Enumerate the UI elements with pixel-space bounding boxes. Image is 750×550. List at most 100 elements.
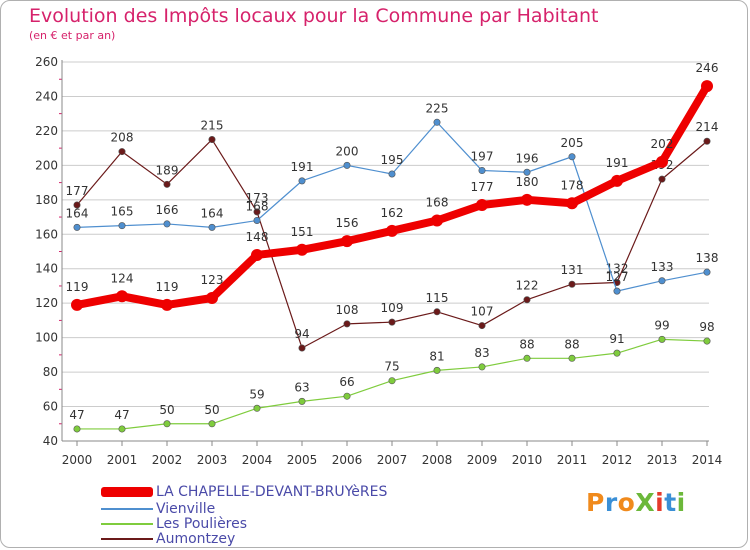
- chart-subtitle: (en € et par an): [29, 29, 116, 42]
- data-point-les-pouli-res-2007: [388, 377, 396, 385]
- data-point-aumontzey-2009: [478, 322, 486, 330]
- y-tick-label-60: 60: [43, 400, 58, 414]
- y-tick-label-240: 240: [35, 89, 58, 103]
- y-tick-label-80: 80: [43, 365, 58, 379]
- data-point-la-chapelle-devant-bruy-res-2004: [251, 248, 263, 261]
- data-label-vienville-2004: 168: [246, 199, 269, 213]
- data-label-la-chapelle-devant-bruy-res-2002: 119: [156, 280, 179, 294]
- legend-swatch-aumontzey: [101, 538, 153, 540]
- data-label-vienville-2000: 164: [66, 206, 89, 220]
- data-point-vienville-2010: [523, 168, 531, 176]
- data-label-les-pouli-res-2003: 50: [204, 403, 219, 417]
- proxiti-logo: ProXiti: [586, 488, 686, 517]
- data-label-les-pouli-res-2010: 88: [519, 337, 534, 351]
- data-point-vienville-2006: [343, 161, 351, 169]
- data-point-les-pouli-res-2014: [703, 337, 711, 345]
- data-label-vienville-2011: 205: [561, 136, 584, 150]
- data-point-vienville-2003: [208, 223, 216, 231]
- x-tick-label-2010: 2010: [512, 453, 543, 467]
- data-point-les-pouli-res-2003: [208, 420, 216, 428]
- data-point-la-chapelle-devant-bruy-res-2001: [116, 290, 128, 303]
- x-tick-label-2012: 2012: [602, 453, 633, 467]
- data-point-la-chapelle-devant-bruy-res-2011: [566, 197, 578, 210]
- x-tick-label-2008: 2008: [422, 453, 453, 467]
- data-point-la-chapelle-devant-bruy-res-2000: [71, 298, 83, 311]
- data-point-les-pouli-res-2013: [658, 335, 666, 343]
- data-label-vienville-2002: 166: [156, 203, 179, 217]
- legend-item-les-poulieres: Les Poulières: [101, 516, 247, 532]
- data-label-aumontzey-2002: 189: [156, 163, 179, 177]
- x-tick-label-2000: 2000: [62, 453, 93, 467]
- data-label-aumontzey-2012: 132: [606, 262, 629, 276]
- data-label-les-pouli-res-2001: 47: [114, 408, 129, 422]
- data-point-les-pouli-res-2011: [568, 354, 576, 362]
- data-label-aumontzey-2011: 131: [561, 263, 584, 277]
- data-label-la-chapelle-devant-bruy-res-2005: 151: [291, 225, 314, 239]
- data-label-la-chapelle-devant-bruy-res-2009: 177: [471, 180, 494, 194]
- data-point-aumontzey-2004: [253, 208, 261, 216]
- data-label-la-chapelle-devant-bruy-res-2001: 124: [111, 271, 134, 285]
- data-label-la-chapelle-devant-bruy-res-2011: 178: [561, 178, 584, 192]
- chart-title: Evolution des Impôts locaux pour la Comm…: [29, 5, 599, 27]
- x-tick-label-2006: 2006: [332, 453, 363, 467]
- data-label-les-pouli-res-2014: 98: [699, 320, 714, 334]
- data-label-aumontzey-2001: 208: [111, 131, 134, 145]
- data-label-aumontzey-2004: 173: [246, 191, 269, 205]
- x-tick-label-2004: 2004: [242, 453, 273, 467]
- data-point-vienville-2001: [118, 222, 126, 230]
- legend-swatch-la-chapelle: [101, 487, 153, 497]
- data-label-les-pouli-res-2008: 81: [429, 349, 444, 363]
- data-point-les-pouli-res-2006: [343, 392, 351, 400]
- y-tick-label-100: 100: [35, 331, 58, 345]
- y-tick-label-220: 220: [35, 124, 58, 138]
- data-point-la-chapelle-devant-bruy-res-2013: [656, 155, 668, 168]
- data-point-les-pouli-res-2008: [433, 366, 441, 374]
- data-point-la-chapelle-devant-bruy-res-2008: [431, 214, 443, 227]
- data-label-la-chapelle-devant-bruy-res-2014: 246: [696, 61, 719, 75]
- y-tick-label-180: 180: [35, 193, 58, 207]
- x-tick-label-2009: 2009: [467, 453, 498, 467]
- y-tick-label-120: 120: [35, 296, 58, 310]
- data-point-la-chapelle-devant-bruy-res-2007: [386, 224, 398, 237]
- data-label-vienville-2012: 127: [606, 270, 629, 284]
- data-point-les-pouli-res-2009: [478, 363, 486, 371]
- data-point-vienville-2007: [388, 170, 396, 178]
- data-label-les-pouli-res-2007: 75: [384, 360, 399, 374]
- data-label-vienville-2005: 191: [291, 160, 314, 174]
- y-tick-label-160: 160: [35, 227, 58, 241]
- data-point-vienville-2013: [658, 277, 666, 285]
- data-label-la-chapelle-devant-bruy-res-2007: 162: [381, 206, 404, 220]
- data-point-la-chapelle-devant-bruy-res-2010: [521, 193, 533, 206]
- data-point-aumontzey-2000: [73, 201, 81, 209]
- data-label-la-chapelle-devant-bruy-res-2012: 191: [606, 156, 629, 170]
- data-label-les-pouli-res-2002: 50: [159, 403, 174, 417]
- data-point-vienville-2002: [163, 220, 171, 228]
- legend-item-vienville: Vienville: [101, 501, 215, 517]
- data-point-aumontzey-2003: [208, 136, 216, 144]
- data-label-les-pouli-res-2005: 63: [294, 380, 309, 394]
- x-tick-label-2003: 2003: [197, 453, 228, 467]
- y-tick-label-40: 40: [43, 434, 58, 448]
- data-point-les-pouli-res-2001: [118, 425, 126, 433]
- data-label-les-pouli-res-2004: 59: [249, 387, 264, 401]
- data-point-les-pouli-res-2005: [298, 397, 306, 405]
- data-label-vienville-2007: 195: [381, 153, 404, 167]
- data-point-la-chapelle-devant-bruy-res-2014: [701, 80, 713, 93]
- data-label-la-chapelle-devant-bruy-res-2004: 148: [246, 230, 269, 244]
- data-point-vienville-2011: [568, 153, 576, 161]
- data-point-vienville-2014: [703, 268, 711, 276]
- y-tick-label-200: 200: [35, 158, 58, 172]
- x-tick-label-2001: 2001: [107, 453, 138, 467]
- data-point-la-chapelle-devant-bruy-res-2002: [161, 298, 173, 311]
- data-label-aumontzey-2010: 122: [516, 279, 539, 293]
- data-label-vienville-2010: 196: [516, 151, 539, 165]
- data-label-aumontzey-2008: 115: [426, 291, 449, 305]
- data-point-aumontzey-2007: [388, 318, 396, 326]
- data-point-vienville-2009: [478, 167, 486, 175]
- data-label-vienville-2001: 165: [111, 205, 134, 219]
- legend-item-la-chapelle: LA CHAPELLE-DEVANT-BRUYèRES: [101, 484, 387, 500]
- legend-label-la-chapelle: LA CHAPELLE-DEVANT-BRUYèRES: [156, 484, 388, 500]
- data-point-les-pouli-res-2004: [253, 404, 261, 412]
- data-point-aumontzey-2010: [523, 296, 531, 304]
